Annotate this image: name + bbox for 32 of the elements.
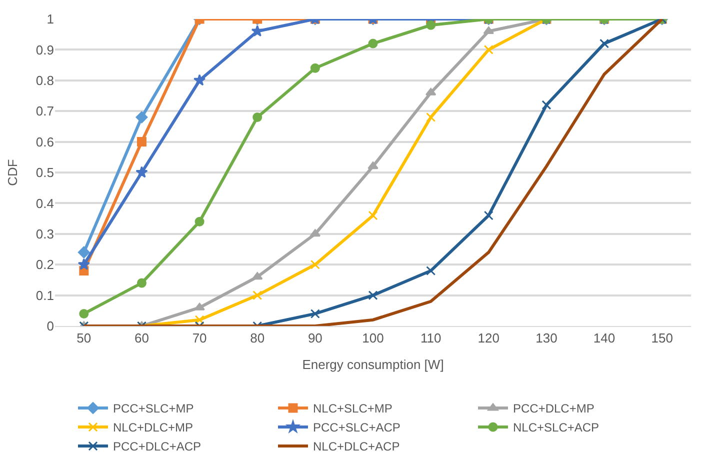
y-tick-label: 0.2	[36, 257, 54, 272]
x-tick-label: 140	[593, 330, 616, 346]
y-tick-label: 0.1	[36, 288, 54, 303]
x-tick-label: 70	[192, 330, 207, 346]
y-tick-label: 0.6	[36, 134, 54, 150]
x-tick-label: 110	[420, 330, 442, 346]
legend-label: PCC+SLC+ACP	[313, 420, 400, 435]
y-tick-label: 0	[46, 318, 54, 334]
y-axis-title: CDF	[4, 159, 20, 186]
x-tick-label: 60	[134, 330, 149, 346]
x-tick-label: 80	[250, 330, 265, 346]
y-tick-label: 0.4	[36, 196, 54, 211]
x-tick-label: 130	[536, 330, 558, 346]
x-tick-label: 50	[76, 330, 92, 346]
y-tick-label: 0.8	[36, 72, 54, 88]
legend-label: NLC+SLC+MP	[313, 402, 392, 416]
legend-label: NLC+DLC+ACP	[313, 440, 400, 454]
legend-label: PCC+DLC+ACP	[113, 440, 202, 454]
legend-label: PCC+SLC+MP	[113, 402, 194, 416]
x-axis-title: Energy consumption [W]	[302, 357, 444, 372]
x-tick-label: 100	[362, 330, 384, 346]
y-tick-label: 0.3	[36, 226, 54, 242]
x-tick-label: 120	[478, 330, 500, 346]
x-tick-label: 90	[308, 330, 322, 346]
x-tick-label: 150	[651, 330, 673, 346]
y-tick-label: 0.7	[36, 104, 54, 119]
y-tick-label: 0.5	[36, 165, 54, 180]
y-tick-label: 0.9	[36, 42, 54, 58]
y-tick-label: 1	[46, 12, 54, 27]
legend-label: NLC+SLC+ACP	[513, 420, 600, 435]
legend-label: NLC+DLC+MP	[113, 420, 194, 435]
legend-label: PCC+DLC+MP	[513, 402, 594, 416]
